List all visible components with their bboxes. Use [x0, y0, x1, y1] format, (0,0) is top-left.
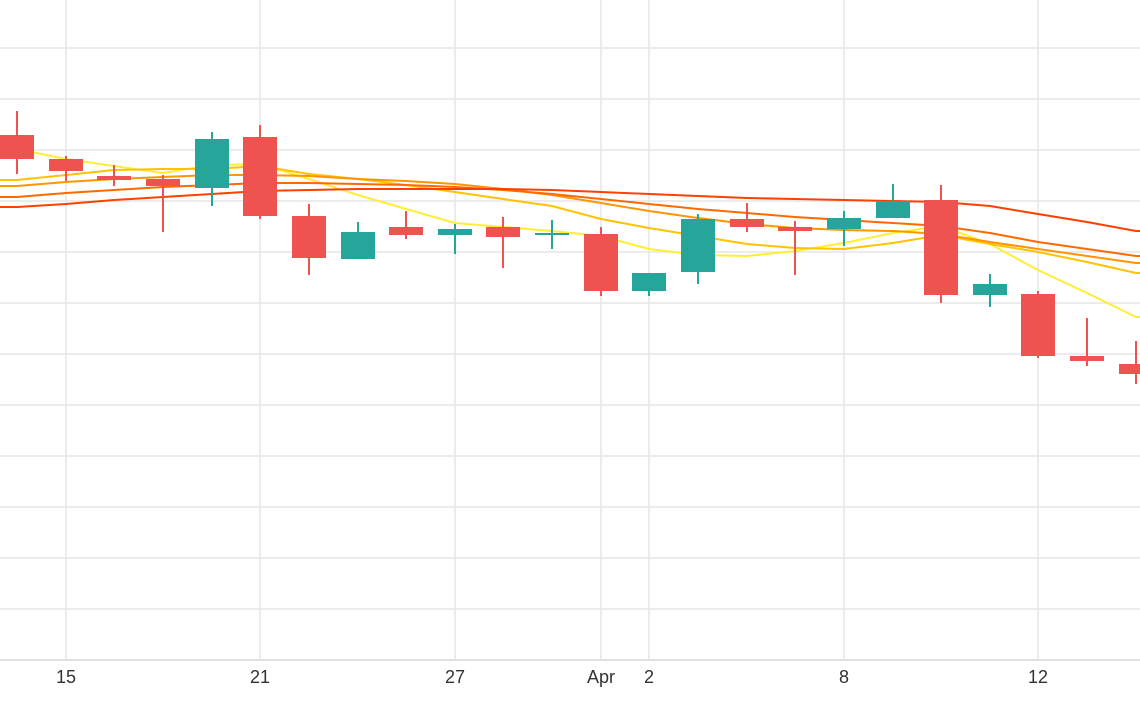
candle — [632, 273, 666, 296]
candle — [49, 156, 83, 181]
candle — [827, 211, 861, 246]
moving-average-line-3 — [0, 174, 1140, 264]
candle — [1070, 318, 1104, 366]
x-tick-label: 2 — [644, 667, 654, 687]
x-tick-label: Apr — [587, 667, 615, 687]
candle — [1119, 341, 1140, 384]
candle-body — [924, 200, 958, 295]
candle-body — [584, 234, 618, 291]
candle — [876, 184, 910, 218]
candle-body — [438, 229, 472, 235]
candle-body — [0, 135, 34, 159]
candle — [584, 227, 618, 296]
candle-body — [243, 137, 277, 216]
candle — [195, 132, 229, 206]
vertical-gridlines — [65, 0, 1039, 660]
moving-average-line-4 — [0, 182, 1140, 257]
candle-body — [97, 176, 131, 180]
candle-body — [1021, 294, 1055, 356]
moving-average-line-2 — [0, 165, 1140, 274]
candle-body — [1070, 356, 1104, 361]
candle-body — [681, 219, 715, 272]
candle — [389, 211, 423, 239]
candle — [1021, 291, 1055, 358]
candle — [681, 214, 715, 284]
candle-body — [389, 227, 423, 235]
candle-body — [876, 201, 910, 218]
candle-body — [973, 284, 1007, 295]
candle — [535, 220, 569, 249]
candle — [243, 125, 277, 219]
horizontal-gridlines — [0, 47, 1140, 661]
candle — [730, 203, 764, 232]
candle-body — [1119, 364, 1140, 374]
candle — [973, 274, 1007, 307]
x-tick-label: 15 — [56, 667, 76, 687]
moving-average-lines — [0, 148, 1140, 318]
candle — [486, 217, 520, 268]
candle-body — [146, 179, 180, 186]
candles — [0, 111, 1140, 384]
candle-body — [341, 232, 375, 259]
x-tick-label: 8 — [839, 667, 849, 687]
candle — [924, 185, 958, 303]
x-tick-label: 27 — [445, 667, 465, 687]
candle-body — [535, 233, 569, 235]
candle-body — [486, 227, 520, 237]
x-tick-label: 12 — [1028, 667, 1048, 687]
candle-body — [778, 227, 812, 231]
candle-body — [292, 216, 326, 258]
moving-average-line-5 — [0, 188, 1140, 232]
candle — [292, 204, 326, 275]
candle-body — [195, 139, 229, 188]
x-tick-label: 21 — [250, 667, 270, 687]
candle-body — [632, 273, 666, 291]
candle-body — [827, 218, 861, 229]
candle — [0, 111, 34, 174]
candle — [146, 175, 180, 232]
candle — [438, 224, 472, 254]
candle — [778, 221, 812, 275]
x-axis-ticks: 15 21 27 Apr 2 8 12 — [56, 667, 1048, 687]
candle-body — [730, 219, 764, 227]
candle-body — [49, 159, 83, 171]
candle — [341, 222, 375, 259]
candle — [97, 165, 131, 186]
